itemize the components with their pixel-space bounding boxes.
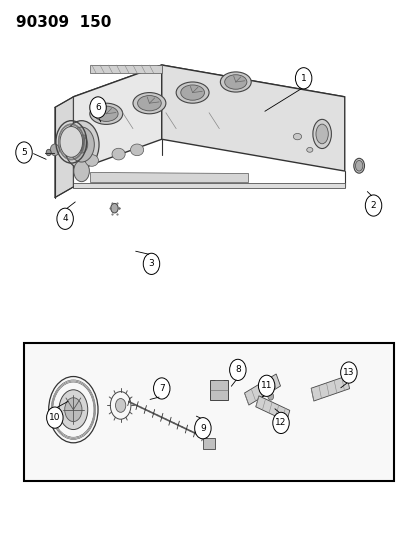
Ellipse shape xyxy=(60,126,83,157)
FancyBboxPatch shape xyxy=(210,381,228,400)
Text: 8: 8 xyxy=(235,366,240,374)
Text: 5: 5 xyxy=(21,148,27,157)
FancyBboxPatch shape xyxy=(202,438,215,449)
Ellipse shape xyxy=(46,149,51,156)
Ellipse shape xyxy=(355,160,362,171)
Ellipse shape xyxy=(75,136,88,153)
Ellipse shape xyxy=(353,158,363,173)
Polygon shape xyxy=(77,135,85,151)
Text: 12: 12 xyxy=(275,418,286,427)
Circle shape xyxy=(143,253,159,274)
Circle shape xyxy=(229,359,245,381)
Text: 90309  150: 90309 150 xyxy=(16,14,111,30)
Polygon shape xyxy=(73,183,344,188)
Circle shape xyxy=(47,407,63,428)
Ellipse shape xyxy=(306,148,312,152)
Text: 1: 1 xyxy=(300,74,306,83)
Ellipse shape xyxy=(133,93,166,114)
Ellipse shape xyxy=(293,133,301,140)
Ellipse shape xyxy=(74,160,89,182)
Polygon shape xyxy=(90,65,161,73)
Ellipse shape xyxy=(64,398,82,422)
Circle shape xyxy=(90,97,106,118)
Ellipse shape xyxy=(69,127,94,162)
Polygon shape xyxy=(311,376,349,401)
Circle shape xyxy=(272,413,289,433)
Ellipse shape xyxy=(50,144,59,156)
Ellipse shape xyxy=(130,144,143,156)
Ellipse shape xyxy=(315,124,328,144)
Polygon shape xyxy=(244,374,280,405)
Text: 2: 2 xyxy=(370,201,375,210)
Text: 9: 9 xyxy=(199,424,205,433)
Ellipse shape xyxy=(115,399,126,413)
Ellipse shape xyxy=(220,72,251,92)
Ellipse shape xyxy=(112,148,125,160)
Ellipse shape xyxy=(111,204,118,213)
Ellipse shape xyxy=(137,95,161,111)
Circle shape xyxy=(340,362,356,383)
Ellipse shape xyxy=(59,390,88,430)
Ellipse shape xyxy=(85,155,98,166)
Ellipse shape xyxy=(180,85,204,100)
FancyBboxPatch shape xyxy=(24,343,393,481)
Ellipse shape xyxy=(176,82,209,103)
Ellipse shape xyxy=(312,119,330,149)
Text: 4: 4 xyxy=(62,214,68,223)
Ellipse shape xyxy=(64,120,99,168)
Polygon shape xyxy=(73,65,344,131)
Circle shape xyxy=(16,142,32,163)
Text: 7: 7 xyxy=(159,384,164,393)
Circle shape xyxy=(364,195,381,216)
Polygon shape xyxy=(73,65,161,171)
Ellipse shape xyxy=(267,393,273,400)
Text: 10: 10 xyxy=(49,413,60,422)
Ellipse shape xyxy=(224,75,246,89)
Circle shape xyxy=(258,375,274,397)
Polygon shape xyxy=(255,396,289,421)
Text: 3: 3 xyxy=(148,260,154,268)
Circle shape xyxy=(295,68,311,89)
Circle shape xyxy=(194,418,211,439)
Text: 11: 11 xyxy=(260,381,272,390)
Polygon shape xyxy=(90,172,247,182)
Circle shape xyxy=(57,208,73,229)
Text: 6: 6 xyxy=(95,103,101,112)
Polygon shape xyxy=(55,97,73,198)
Ellipse shape xyxy=(94,106,118,122)
Ellipse shape xyxy=(90,103,122,124)
Circle shape xyxy=(153,378,170,399)
Polygon shape xyxy=(161,65,344,171)
Text: 13: 13 xyxy=(342,368,354,377)
